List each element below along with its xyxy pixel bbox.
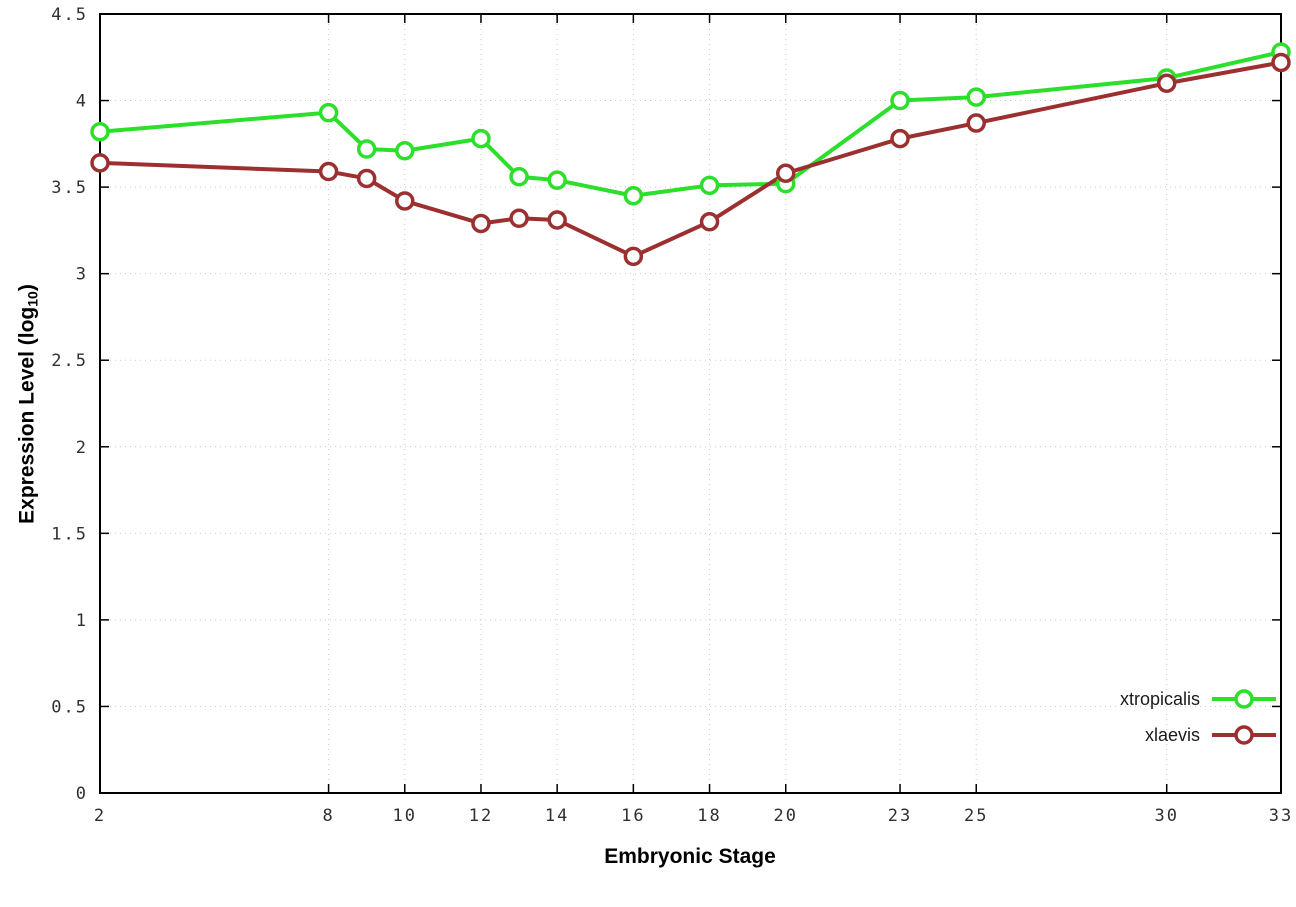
legend-label-xlaevis: xlaevis (1144, 724, 1200, 745)
y-axis-title-text: Expression Level (log (15, 306, 39, 524)
legend-line-sample-icon (1212, 689, 1276, 709)
data-point-xlaevis (356, 168, 377, 189)
data-point-xtropicalis (318, 102, 339, 123)
x-tick-label: 23 (888, 806, 912, 826)
data-point-xtropicalis (90, 121, 110, 142)
x-tick-label: 2 (94, 806, 106, 826)
data-point-xlaevis (623, 246, 644, 267)
data-point-xlaevis (775, 163, 796, 184)
y-tick-label: 2 (76, 438, 88, 458)
y-tick-label: 4.5 (51, 5, 88, 25)
x-tick-label: 10 (393, 806, 417, 826)
legend-item-xtropicalis: xtropicalis (1120, 684, 1278, 714)
data-point-xtropicalis (890, 90, 910, 111)
y-tick-label: 1.5 (51, 524, 88, 544)
x-tick-label: 18 (697, 806, 721, 826)
y-tick-label: 0 (76, 784, 88, 804)
data-point-xtropicalis (699, 175, 720, 196)
data-point-xtropicalis (356, 139, 377, 159)
legend-item-xlaevis: xlaevis (1145, 720, 1278, 750)
series-line-xtropicalis (98, 50, 1283, 198)
y-tick-label: 0.5 (51, 697, 88, 717)
x-tick-label: 16 (621, 806, 645, 826)
y-tick-label: 2.5 (51, 351, 88, 371)
y-tick-label: 1 (76, 611, 88, 631)
x-axis-title: Embryonic Stage (604, 845, 776, 868)
y-tick-label: 4 (76, 92, 88, 112)
data-point-xtropicalis (509, 166, 529, 187)
x-tick-label: 8 (322, 806, 334, 826)
y-tick-label: 3.5 (51, 178, 88, 198)
data-point-xlaevis (890, 128, 910, 149)
x-tick-label: 33 (1269, 806, 1293, 826)
legend-label-xtropicalis: xtropicalis (1119, 688, 1200, 709)
data-point-xlaevis (547, 210, 567, 230)
legend-line-sample-icon (1212, 725, 1276, 745)
y-axis-title-subscript: 10 (24, 291, 41, 307)
y-axis-title-close: ) (15, 284, 39, 292)
data-point-xtropicalis (966, 87, 986, 107)
data-point-xlaevis (1156, 73, 1177, 93)
data-point-xtropicalis (547, 170, 567, 190)
data-point-xlaevis (699, 211, 720, 232)
series-line-xlaevis (98, 60, 1283, 259)
y-axis-title: Expression Level (log10) (16, 284, 41, 524)
data-point-xlaevis (90, 153, 110, 173)
data-point-xlaevis (318, 161, 339, 182)
data-point-xtropicalis (623, 186, 644, 206)
plot-border (99, 13, 1282, 794)
data-point-xlaevis (395, 191, 415, 211)
data-point-xlaevis (471, 213, 491, 234)
data-point-xlaevis (509, 208, 529, 229)
x-tick-label: 30 (1154, 806, 1178, 826)
x-tick-label: 14 (545, 806, 569, 826)
x-tick-label: 20 (773, 806, 797, 826)
x-tick-label: 25 (964, 806, 988, 826)
data-point-xlaevis (966, 113, 986, 133)
y-tick-label: 3 (76, 265, 88, 285)
data-point-xtropicalis (471, 128, 491, 149)
x-tick-label: 12 (469, 806, 493, 826)
legend: xtropicalis xlaevis (1120, 684, 1278, 750)
data-point-xlaevis (1271, 52, 1291, 73)
data-point-xtropicalis (395, 141, 415, 161)
